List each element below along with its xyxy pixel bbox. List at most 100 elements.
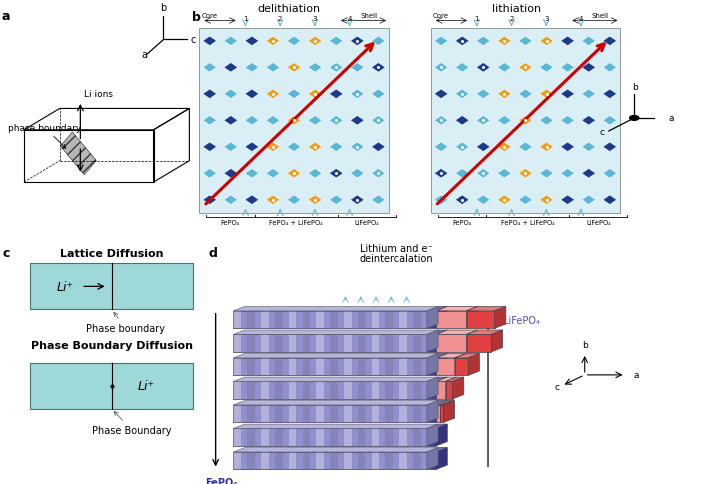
Polygon shape <box>603 37 617 46</box>
Bar <box>344 381 352 399</box>
Bar <box>247 452 255 469</box>
Bar <box>247 429 255 446</box>
Polygon shape <box>540 196 553 205</box>
Polygon shape <box>287 143 301 152</box>
Polygon shape <box>540 169 553 179</box>
Polygon shape <box>224 37 238 46</box>
Polygon shape <box>440 401 454 405</box>
Polygon shape <box>582 169 596 179</box>
Polygon shape <box>427 335 436 352</box>
Polygon shape <box>436 335 466 352</box>
Polygon shape <box>245 196 259 205</box>
Text: a: a <box>669 114 674 123</box>
Polygon shape <box>329 90 343 99</box>
Bar <box>261 452 268 469</box>
Bar <box>385 429 393 446</box>
Polygon shape <box>476 196 491 205</box>
Polygon shape <box>372 37 385 46</box>
Polygon shape <box>518 37 533 46</box>
Polygon shape <box>427 424 447 429</box>
Polygon shape <box>436 378 447 399</box>
Polygon shape <box>603 169 617 179</box>
Bar <box>247 311 255 329</box>
Bar <box>399 429 407 446</box>
Polygon shape <box>455 354 479 358</box>
Bar <box>385 381 393 399</box>
Polygon shape <box>350 116 365 126</box>
Bar <box>344 452 352 469</box>
Bar <box>316 452 324 469</box>
Polygon shape <box>234 311 427 329</box>
Bar <box>399 358 407 376</box>
Polygon shape <box>518 196 533 205</box>
Polygon shape <box>518 143 533 152</box>
Bar <box>247 358 255 376</box>
Bar <box>275 429 283 446</box>
Polygon shape <box>540 90 553 99</box>
Bar <box>330 381 337 399</box>
Bar <box>330 429 337 446</box>
Polygon shape <box>287 196 301 205</box>
Bar <box>358 452 365 469</box>
Polygon shape <box>446 381 453 399</box>
Bar <box>316 405 324 423</box>
Polygon shape <box>436 331 478 335</box>
Polygon shape <box>518 116 533 126</box>
Bar <box>234 311 241 329</box>
Polygon shape <box>372 116 385 126</box>
Polygon shape <box>329 196 343 205</box>
Polygon shape <box>427 448 447 452</box>
Bar <box>413 405 421 423</box>
Bar <box>234 405 241 423</box>
Polygon shape <box>266 169 280 179</box>
Bar <box>303 452 310 469</box>
Bar <box>431 29 620 213</box>
Bar <box>372 452 379 469</box>
Polygon shape <box>308 37 322 46</box>
Polygon shape <box>372 143 385 152</box>
Polygon shape <box>455 116 469 126</box>
Bar <box>372 358 379 376</box>
Polygon shape <box>308 143 322 152</box>
Polygon shape <box>436 448 447 469</box>
Polygon shape <box>203 116 216 126</box>
Polygon shape <box>427 307 438 329</box>
Polygon shape <box>350 63 365 73</box>
Bar <box>385 452 393 469</box>
Bar <box>234 429 241 446</box>
Polygon shape <box>434 90 448 99</box>
Polygon shape <box>582 37 596 46</box>
Polygon shape <box>518 90 533 99</box>
Polygon shape <box>603 116 617 126</box>
Polygon shape <box>560 169 575 179</box>
Polygon shape <box>266 90 280 99</box>
Polygon shape <box>427 401 438 423</box>
Bar <box>330 452 337 469</box>
Polygon shape <box>476 169 491 179</box>
Polygon shape <box>436 354 447 376</box>
Polygon shape <box>455 37 469 46</box>
Text: b: b <box>192 11 201 24</box>
Bar <box>344 405 352 423</box>
Polygon shape <box>434 143 448 152</box>
Text: LiFePO₄: LiFePO₄ <box>503 315 540 325</box>
Polygon shape <box>266 63 280 73</box>
Polygon shape <box>329 169 343 179</box>
Text: 3: 3 <box>544 16 548 22</box>
Text: c: c <box>190 35 196 45</box>
Polygon shape <box>329 116 343 126</box>
Polygon shape <box>436 405 440 423</box>
Polygon shape <box>498 90 511 99</box>
Text: a: a <box>142 50 147 60</box>
Text: 4: 4 <box>579 16 583 22</box>
Polygon shape <box>234 378 438 381</box>
Polygon shape <box>234 429 427 446</box>
Polygon shape <box>224 63 238 73</box>
Polygon shape <box>434 196 448 205</box>
Bar <box>247 405 255 423</box>
Polygon shape <box>245 63 259 73</box>
Bar <box>261 429 268 446</box>
Polygon shape <box>245 90 259 99</box>
Text: b: b <box>582 341 587 349</box>
Polygon shape <box>372 196 385 205</box>
